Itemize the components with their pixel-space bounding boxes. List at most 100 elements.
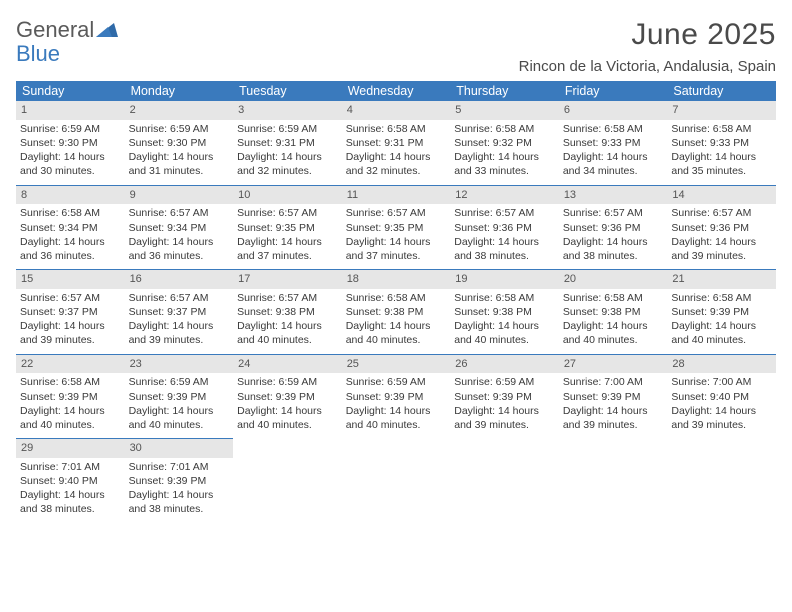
calendar-week-row: 1 Sunrise: 6:59 AMSunset: 9:30 PM Daylight… [16, 101, 776, 185]
day-number: 24 [233, 355, 342, 374]
sunset-line: Sunset: 9:34 PM [20, 221, 121, 235]
calendar-day-cell: 27Sunrise: 7:00 AMSunset: 9:39 PMDayligh… [559, 354, 668, 439]
daylight-line: Daylight: 14 hours and 39 minutes. [129, 319, 230, 347]
logo-triangle-icon [96, 21, 118, 42]
sunset-line: Sunset: 9:37 PM [129, 305, 230, 319]
daylight-line: Daylight: 14 hours and 38 minutes. [20, 488, 121, 516]
sunset-line: Sunset: 9:36 PM [454, 221, 555, 235]
weekday-header: Tuesday [233, 81, 342, 101]
sunset-line: Sunset: 9:30 PM [20, 136, 121, 150]
day-number: 13 [559, 186, 668, 205]
calendar-day-cell: 12Sunrise: 6:57 AMSunset: 9:36 PMDayligh… [450, 185, 559, 270]
calendar-day-cell: 23Sunrise: 6:59 AMSunset: 9:39 PMDayligh… [125, 354, 234, 439]
daylight-line: Daylight: 14 hours and 40 minutes. [346, 319, 447, 347]
sunrise-line: Sunrise: 6:58 AM [563, 291, 664, 305]
sunrise-line: Sunrise: 6:59 AM [129, 375, 230, 389]
sunset-line: Sunset: 9:34 PM [129, 221, 230, 235]
sunset-line: Sunset: 9:39 PM [20, 390, 121, 404]
day-number: 15 [16, 270, 125, 289]
sunset-line: Sunset: 9:36 PM [563, 221, 664, 235]
sunset-line: Sunset: 9:39 PM [129, 390, 230, 404]
day-number: 12 [450, 186, 559, 205]
day-number: 23 [125, 355, 234, 374]
day-number: 18 [342, 270, 451, 289]
day-number: 7 [667, 101, 776, 120]
sunset-line: Sunset: 9:38 PM [237, 305, 338, 319]
calendar-day-cell: 18Sunrise: 6:58 AMSunset: 9:38 PMDayligh… [342, 270, 451, 355]
calendar-day-cell: 15Sunrise: 6:57 AMSunset: 9:37 PMDayligh… [16, 270, 125, 355]
calendar-day-cell: 29Sunrise: 7:01 AMSunset: 9:40 PMDayligh… [16, 439, 125, 523]
calendar-day-cell: 19Sunrise: 6:58 AMSunset: 9:38 PMDayligh… [450, 270, 559, 355]
calendar-day-cell: 11Sunrise: 6:57 AMSunset: 9:35 PMDayligh… [342, 185, 451, 270]
sunrise-line: Sunrise: 6:58 AM [20, 206, 121, 220]
sunrise-line: Sunrise: 6:57 AM [671, 206, 772, 220]
day-number: 3 [233, 101, 342, 120]
sunrise-line: Sunrise: 6:57 AM [237, 206, 338, 220]
daylight-line: Daylight: 14 hours and 37 minutes. [346, 235, 447, 263]
calendar-day-cell: 14Sunrise: 6:57 AMSunset: 9:36 PMDayligh… [667, 185, 776, 270]
calendar-day-cell: 13Sunrise: 6:57 AMSunset: 9:36 PMDayligh… [559, 185, 668, 270]
sunset-line: Sunset: 9:39 PM [346, 390, 447, 404]
calendar-day-cell: 2Sunrise: 6:59 AMSunset: 9:30 PMDaylight… [125, 101, 234, 185]
calendar-day-cell: 3Sunrise: 6:59 AMSunset: 9:31 PMDaylight… [233, 101, 342, 185]
calendar-table: SundayMondayTuesdayWednesdayThursdayFrid… [16, 81, 776, 523]
daylight-line: Daylight: 14 hours and 36 minutes. [129, 235, 230, 263]
sunset-line: Sunset: 9:39 PM [454, 390, 555, 404]
day-number: 5 [450, 101, 559, 120]
sunrise-line: Sunrise: 6:58 AM [671, 122, 772, 136]
sunset-line: Sunset: 9:31 PM [346, 136, 447, 150]
sunset-line: Sunset: 9:40 PM [20, 474, 121, 488]
daylight-line: Daylight: 14 hours and 37 minutes. [237, 235, 338, 263]
weekday-header: Monday [125, 81, 234, 101]
sunrise-line: Sunrise: 6:57 AM [454, 206, 555, 220]
sunset-line: Sunset: 9:39 PM [671, 305, 772, 319]
sunset-line: Sunset: 9:32 PM [454, 136, 555, 150]
calendar-day-cell: 25Sunrise: 6:59 AMSunset: 9:39 PMDayligh… [342, 354, 451, 439]
daylight-line: Daylight: 14 hours and 40 minutes. [454, 319, 555, 347]
calendar-day-cell: 6Sunrise: 6:58 AMSunset: 9:33 PMDaylight… [559, 101, 668, 185]
location-text: Rincon de la Victoria, Andalusia, Spain [519, 58, 776, 75]
day-number: 8 [16, 186, 125, 205]
sunrise-line: Sunrise: 6:57 AM [129, 291, 230, 305]
sunrise-line: Sunrise: 6:59 AM [454, 375, 555, 389]
page-title: June 2025 [519, 18, 776, 52]
calendar-day-cell: 24Sunrise: 6:59 AMSunset: 9:39 PMDayligh… [233, 354, 342, 439]
sunset-line: Sunset: 9:38 PM [563, 305, 664, 319]
calendar-day-cell: 5Sunrise: 6:58 AMSunset: 9:32 PMDaylight… [450, 101, 559, 185]
weekday-header: Thursday [450, 81, 559, 101]
calendar-day-cell: 17Sunrise: 6:57 AMSunset: 9:38 PMDayligh… [233, 270, 342, 355]
calendar-body: 1Sunrise: 6:59 AMSunset: 9:30 PMDaylight… [16, 101, 776, 523]
daylight-line: Daylight: 14 hours and 40 minutes. [671, 319, 772, 347]
day-number: 1 [16, 101, 125, 120]
daylight-line: Daylight: 14 hours and 33 minutes. [454, 150, 555, 178]
sunrise-line: Sunrise: 6:57 AM [346, 206, 447, 220]
daylight-line: Daylight: 14 hours and 35 minutes. [671, 150, 772, 178]
daylight-line: Daylight: 14 hours and 36 minutes. [20, 235, 121, 263]
calendar-day-cell: 7 Sunrise: 6:58 AMSunset: 9:33 PMDaylight… [667, 101, 776, 185]
day-number: 30 [125, 439, 234, 458]
daylight-line: Daylight: 14 hours and 40 minutes. [237, 319, 338, 347]
sunrise-line: Sunrise: 6:58 AM [563, 122, 664, 136]
day-number: 19 [450, 270, 559, 289]
daylight-line: Daylight: 14 hours and 40 minutes. [20, 404, 121, 432]
sunrise-line: Sunrise: 6:57 AM [20, 291, 121, 305]
day-number: 26 [450, 355, 559, 374]
sunset-line: Sunset: 9:39 PM [563, 390, 664, 404]
sunset-line: Sunset: 9:39 PM [129, 474, 230, 488]
calendar-day-cell: 28Sunrise: 7:00 AMSunset: 9:40 PMDayligh… [667, 354, 776, 439]
day-number: 10 [233, 186, 342, 205]
day-number: 14 [667, 186, 776, 205]
sunset-line: Sunset: 9:37 PM [20, 305, 121, 319]
day-number: 17 [233, 270, 342, 289]
daylight-line: Daylight: 14 hours and 39 minutes. [563, 404, 664, 432]
sunrise-line: Sunrise: 6:58 AM [671, 291, 772, 305]
daylight-line: Daylight: 14 hours and 40 minutes. [346, 404, 447, 432]
calendar-day-cell: 1Sunrise: 6:59 AMSunset: 9:30 PMDaylight… [16, 101, 125, 185]
sunset-line: Sunset: 9:35 PM [237, 221, 338, 235]
sunset-line: Sunset: 9:39 PM [237, 390, 338, 404]
sunrise-line: Sunrise: 6:58 AM [346, 291, 447, 305]
sunrise-line: Sunrise: 6:59 AM [20, 122, 121, 136]
sunset-line: Sunset: 9:33 PM [671, 136, 772, 150]
sunset-line: Sunset: 9:33 PM [563, 136, 664, 150]
logo-text: General Blue [16, 18, 118, 66]
